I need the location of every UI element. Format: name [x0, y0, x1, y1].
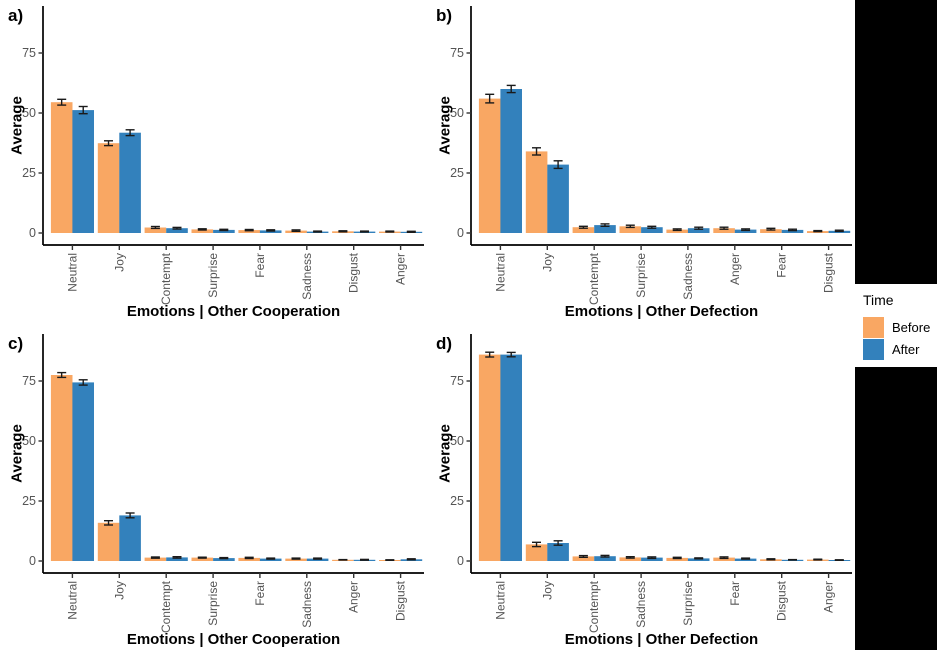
svg-text:Anger: Anger [822, 581, 836, 613]
svg-text:Surprise: Surprise [634, 253, 648, 298]
svg-text:Neutral: Neutral [65, 581, 79, 620]
svg-text:75: 75 [450, 46, 464, 60]
svg-text:Fear: Fear [728, 581, 742, 606]
bar-chart-c: 0 25 50 75 Neutral Joy Contempt Surprise Fear Sad… [8, 334, 424, 648]
legend-item-after: After [863, 338, 937, 360]
panel-b: 0 25 50 75 Neutral Joy Contempt Surprise Sadness… [428, 0, 856, 328]
svg-text:Contempt: Contempt [159, 252, 173, 305]
svg-text:Contempt: Contempt [159, 580, 173, 633]
svg-text:Contempt: Contempt [587, 580, 601, 633]
svg-text:Average: Average [8, 424, 25, 483]
svg-text:Fear: Fear [253, 253, 267, 278]
svg-text:Joy: Joy [540, 253, 554, 272]
svg-text:Fear: Fear [253, 581, 267, 606]
svg-text:Joy: Joy [112, 581, 126, 600]
svg-text:Fear: Fear [775, 253, 789, 278]
panel-c: 0 25 50 75 Neutral Joy Contempt Surprise Fear Sad… [0, 328, 428, 656]
svg-text:75: 75 [450, 374, 464, 388]
svg-text:Average: Average [436, 424, 453, 483]
svg-text:Average: Average [8, 96, 25, 155]
svg-text:25: 25 [450, 166, 464, 180]
svg-text:Disgust: Disgust [394, 580, 408, 621]
legend: Time Before After [855, 284, 937, 367]
svg-text:50: 50 [450, 434, 464, 448]
svg-text:Anger: Anger [728, 253, 742, 285]
black-mask-top [855, 0, 937, 284]
svg-text:50: 50 [22, 434, 36, 448]
svg-text:Average: Average [436, 96, 453, 155]
svg-text:0: 0 [457, 226, 464, 240]
svg-text:0: 0 [457, 554, 464, 568]
svg-text:d): d) [436, 334, 452, 353]
svg-text:Sadness: Sadness [300, 253, 314, 300]
bar-chart-b: 0 25 50 75 Neutral Joy Contempt Surprise Sadness… [436, 6, 852, 320]
legend-swatch-after-icon [863, 338, 884, 360]
bar-chart-a: 0 25 50 75 Neutral Joy Contempt Surprise Fear Sad… [8, 6, 424, 320]
svg-text:Sadness: Sadness [634, 581, 648, 628]
svg-text:b): b) [436, 6, 452, 25]
svg-text:Anger: Anger [347, 581, 361, 613]
svg-text:50: 50 [450, 106, 464, 120]
svg-text:75: 75 [22, 46, 36, 60]
panel-d: 0 25 50 75 Neutral Joy Contempt Sadness Surprise… [428, 328, 856, 656]
svg-text:0: 0 [29, 226, 36, 240]
svg-text:Disgust: Disgust [822, 252, 836, 293]
svg-text:25: 25 [450, 494, 464, 508]
svg-text:25: 25 [22, 166, 36, 180]
svg-text:Sadness: Sadness [300, 581, 314, 628]
legend-label-before: Before [892, 319, 931, 335]
charts-grid: 0 25 50 75 Neutral Joy Contempt Surprise Fear Sad… [0, 0, 856, 656]
svg-text:25: 25 [22, 494, 36, 508]
svg-text:Joy: Joy [540, 581, 554, 600]
svg-text:Surprise: Surprise [681, 581, 695, 626]
svg-text:Emotions | Other Cooperation: Emotions | Other Cooperation [127, 631, 340, 648]
svg-text:50: 50 [22, 106, 36, 120]
legend-item-before: Before [863, 316, 937, 338]
svg-text:Sadness: Sadness [681, 253, 695, 300]
svg-text:Joy: Joy [112, 253, 126, 272]
svg-text:Emotions | Other Defection: Emotions | Other Defection [565, 303, 758, 320]
legend-swatch-before-icon [863, 316, 884, 338]
svg-text:Anger: Anger [394, 253, 408, 285]
black-mask-bottom [855, 367, 937, 650]
right-sidebar: Time Before After [855, 0, 937, 656]
svg-text:Disgust: Disgust [347, 252, 361, 293]
svg-text:75: 75 [22, 374, 36, 388]
svg-text:Surprise: Surprise [206, 253, 220, 298]
legend-title: Time [863, 292, 894, 308]
svg-text:a): a) [8, 6, 23, 25]
legend-label-after: After [892, 341, 920, 357]
svg-text:Neutral: Neutral [493, 581, 507, 620]
svg-text:Surprise: Surprise [206, 581, 220, 626]
svg-text:Neutral: Neutral [65, 253, 79, 292]
svg-text:Contempt: Contempt [587, 252, 601, 305]
svg-text:Emotions | Other Defection: Emotions | Other Defection [565, 631, 758, 648]
panel-a: 0 25 50 75 Neutral Joy Contempt Surprise Fear Sad… [0, 0, 428, 328]
bar-chart-d: 0 25 50 75 Neutral Joy Contempt Sadness Surprise… [436, 334, 852, 648]
svg-text:0: 0 [29, 554, 36, 568]
svg-text:Emotions | Other Cooperation: Emotions | Other Cooperation [127, 303, 340, 320]
svg-text:c): c) [8, 334, 23, 353]
svg-text:Neutral: Neutral [493, 253, 507, 292]
svg-text:Disgust: Disgust [775, 580, 789, 621]
